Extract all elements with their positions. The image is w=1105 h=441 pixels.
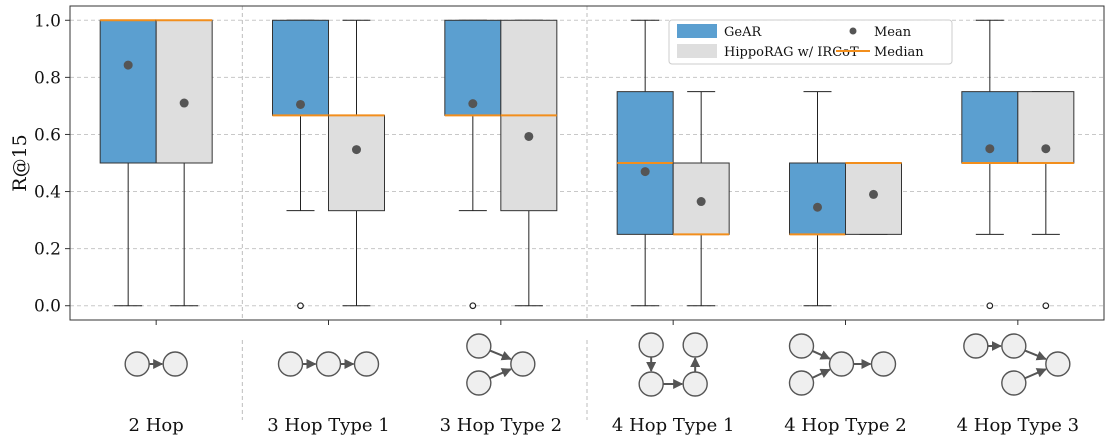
- hipporag-outlier: [1042, 302, 1050, 310]
- gear-mean: [640, 167, 650, 177]
- hop-diagram-2: [277, 351, 380, 377]
- hop-diagram-5: [788, 333, 897, 396]
- hop-node: [510, 351, 536, 377]
- hop-node: [963, 333, 989, 359]
- hop-node: [1001, 370, 1027, 396]
- group-separators: [241, 6, 588, 320]
- category-label: 3 Hop Type 1: [267, 415, 389, 436]
- legend-frame: [668, 19, 953, 65]
- category-label: 4 Hop Type 2: [784, 415, 906, 436]
- legend-label-median: Median: [874, 45, 924, 60]
- category-labels: 2 Hop 3 Hop Type 1 3 Hop Type 2 4 Hop Type …: [129, 415, 1080, 436]
- gear-outlier: [469, 302, 477, 310]
- hop-node: [353, 351, 380, 377]
- legend-label-gear: GeAR: [724, 25, 762, 40]
- hop-node: [682, 371, 708, 397]
- gear-mean: [296, 99, 305, 109]
- gear-mean: [468, 99, 478, 109]
- hop-node: [277, 351, 304, 377]
- plot-area: [69, 5, 1105, 325]
- category-label: 4 Hop Type 1: [612, 415, 734, 436]
- hop-node: [828, 351, 855, 377]
- legend-swatch-hipporag: [677, 44, 717, 58]
- hop-edge-arrow: [1024, 368, 1047, 380]
- y-tick-label: 0.6: [34, 125, 61, 145]
- hipporag-mean: [179, 98, 189, 108]
- hop-diagram-4: [638, 332, 708, 397]
- category-label: 2 Hop: [129, 415, 184, 436]
- hop-diagram-6: [963, 333, 1071, 396]
- hop-node: [788, 333, 815, 359]
- legend-label-mean: Mean: [874, 25, 912, 40]
- legend: GeAR HippoRAG w/ IRCoT Mean Median: [668, 19, 953, 65]
- y-axis-label: R@15: [9, 134, 31, 191]
- gear-outlier: [986, 302, 994, 310]
- gear-outlier: [297, 302, 304, 310]
- gear-mean: [985, 144, 995, 154]
- gear-box: [272, 19, 329, 116]
- y-tick-label: 0.0: [34, 297, 61, 317]
- hop-diagram-1: [124, 351, 188, 377]
- hop-node: [1001, 333, 1027, 359]
- y-tick-label: 1.0: [34, 11, 61, 31]
- hop-edge-arrow: [489, 349, 512, 361]
- hipporag-mean: [352, 145, 361, 155]
- hipporag-box: [328, 114, 385, 212]
- box-series: [99, 19, 1075, 325]
- hipporag-box: [155, 19, 213, 164]
- hop-node: [124, 351, 150, 377]
- gear-mean: [123, 60, 133, 70]
- plot-frame: [69, 5, 1105, 321]
- y-axis: 0.0 0.2 0.4 0.6 0.8 1.0: [34, 11, 70, 317]
- legend-swatch-gear: [677, 24, 717, 38]
- category-label: 3 Hop Type 2: [440, 415, 562, 436]
- hop-diagrams: [124, 332, 1071, 420]
- hop-node: [638, 332, 664, 358]
- hop-edge-arrow: [811, 368, 831, 379]
- hop-node: [315, 351, 342, 377]
- hop-node: [682, 332, 708, 358]
- hipporag-mean: [696, 197, 706, 207]
- hop-edge-arrow: [812, 350, 831, 360]
- legend-label-hipporag: HippoRAG w/ IRCoT: [724, 45, 859, 60]
- gear-mean: [813, 202, 822, 212]
- hop-node: [466, 370, 492, 396]
- hop-node: [1045, 351, 1071, 377]
- y-tick-label: 0.4: [34, 183, 61, 203]
- category-label: 4 Hop Type 3: [957, 415, 1079, 436]
- hop-node: [466, 333, 492, 359]
- gear-box: [789, 162, 846, 235]
- hop-node: [870, 351, 897, 377]
- y-tick-label: 0.8: [34, 68, 61, 88]
- y-tick-label: 0.2: [34, 240, 61, 260]
- hop-edge-arrow: [1024, 349, 1047, 361]
- hop-node: [788, 370, 815, 396]
- hop-edge-arrow: [489, 368, 512, 380]
- hop-node: [162, 351, 188, 377]
- hipporag-mean: [869, 189, 878, 199]
- hipporag-mean: [1041, 144, 1051, 154]
- hop-diagram-3: [466, 333, 536, 396]
- hipporag-mean: [524, 131, 534, 141]
- gear-box: [99, 19, 157, 164]
- legend-mean-marker: [849, 27, 857, 35]
- hop-node: [638, 371, 664, 397]
